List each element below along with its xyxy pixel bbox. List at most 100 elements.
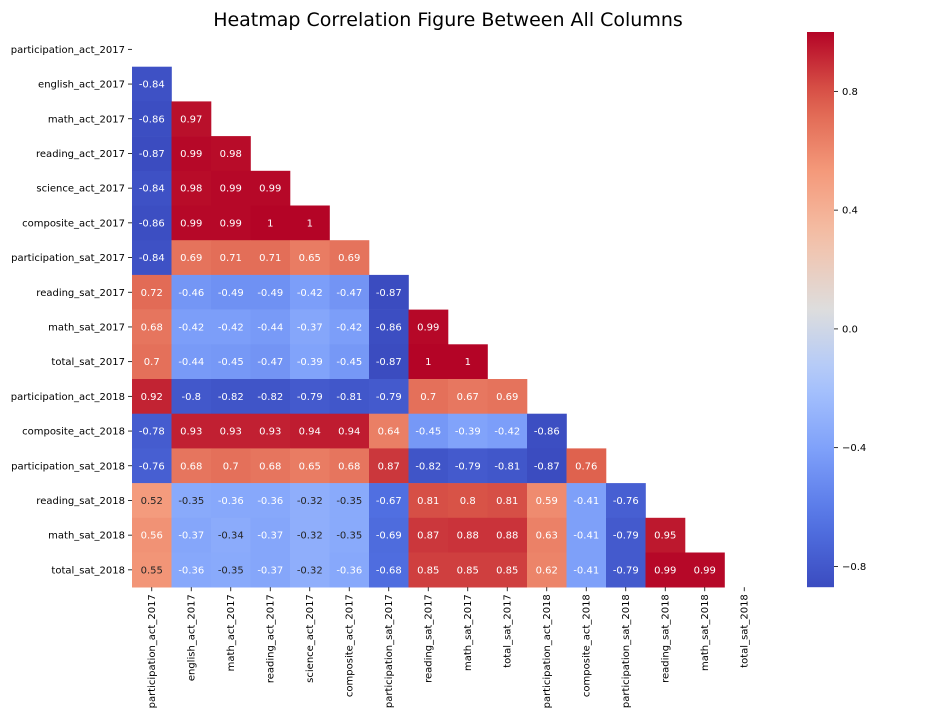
- heatmap-cell: [290, 448, 330, 484]
- heatmap-cell: [369, 552, 409, 588]
- cell-value-label: -0.36: [336, 565, 362, 576]
- cell-value-label: 0.76: [575, 461, 597, 472]
- heatmap-cell: [369, 448, 409, 484]
- heatmap-cell: [211, 448, 251, 484]
- heatmap-cell: [290, 552, 330, 588]
- cell-value-label: -0.84: [139, 184, 165, 195]
- cell-value-label: 0.92: [141, 392, 163, 403]
- heatmap-cell: [171, 136, 212, 172]
- cell-value-label: -0.35: [218, 565, 244, 576]
- y-tick-label: math_act_2017: [48, 114, 125, 125]
- cell-value-label: 0.81: [417, 496, 439, 507]
- heatmap-cell: [408, 552, 449, 588]
- heatmap-cell: [408, 413, 449, 449]
- cell-value-label: 0.65: [299, 253, 321, 264]
- heatmap-cell: [408, 483, 449, 519]
- cell-value-label: 0.99: [180, 149, 202, 160]
- cell-value-label: -0.45: [415, 427, 441, 438]
- cell-value-label: -0.36: [257, 496, 283, 507]
- x-tick-label: participation_act_2017: [147, 594, 158, 708]
- heatmap-cell: [132, 309, 172, 345]
- y-tick-label: participation_act_2018: [11, 392, 125, 403]
- heatmap-cell: [645, 517, 686, 553]
- cell-value-label: 0.98: [220, 149, 242, 160]
- heatmap-cell: [171, 240, 212, 276]
- cell-value-label: 0.99: [180, 218, 202, 229]
- cell-value-label: -0.79: [613, 531, 639, 542]
- y-tick-label: reading_sat_2017: [36, 288, 125, 299]
- heatmap-cell: [408, 448, 449, 484]
- heatmap-cell: [448, 413, 488, 449]
- heatmap-cell: [487, 448, 528, 484]
- cell-value-label: -0.37: [297, 322, 323, 333]
- heatmap-cell: [132, 170, 172, 206]
- heatmap-cell: [132, 66, 172, 102]
- cell-value-label: -0.41: [573, 531, 599, 542]
- heatmap-cell: [566, 448, 607, 484]
- heatmap-cell: [369, 344, 409, 380]
- heatmap-cells: -0.84 -0.86 0.97 -0.87 0.99 0.98 -0.84 0.98 0.99…: [132, 66, 725, 588]
- cell-value-label: 0.67: [457, 392, 479, 403]
- heatmap-cell: [369, 413, 409, 449]
- cell-value-label: 0.59: [536, 496, 558, 507]
- heatmap-cell: [448, 483, 488, 519]
- cell-value-label: -0.79: [297, 392, 323, 403]
- cell-value-label: 0.68: [180, 461, 202, 472]
- heatmap-cell: [132, 483, 172, 519]
- cell-value-label: 0.63: [536, 531, 558, 542]
- heatmap-cell: [408, 344, 449, 380]
- heatmap-cell: [290, 344, 330, 380]
- cell-value-label: 0.7: [420, 392, 436, 403]
- heatmap-cell: [329, 344, 370, 380]
- cell-value-label: 0.69: [338, 253, 360, 264]
- cell-value-label: -0.35: [178, 496, 204, 507]
- x-tick-label: reading_act_2017: [266, 594, 277, 683]
- heatmap-cell: [329, 379, 370, 414]
- cell-value-label: -0.41: [573, 565, 599, 576]
- y-tick-label: science_act_2017: [36, 184, 125, 195]
- x-tick-label: total_sat_2017: [503, 594, 514, 668]
- cell-value-label: 0.8: [460, 496, 476, 507]
- y-tick-label: composite_act_2017: [22, 218, 125, 229]
- cell-value-label: 0.71: [220, 253, 242, 264]
- heatmap-cell: [250, 379, 291, 414]
- cell-value-label: -0.41: [573, 496, 599, 507]
- cell-value-label: -0.86: [534, 427, 560, 438]
- heatmap-cell: [448, 344, 488, 380]
- x-tick-label: reading_sat_2017: [424, 594, 435, 683]
- heatmap-cell: [527, 448, 567, 484]
- heatmap-cell: [250, 517, 291, 553]
- cell-value-label: -0.68: [376, 565, 402, 576]
- heatmap-cell: [448, 448, 488, 484]
- heatmap-cell: [211, 379, 251, 414]
- cell-value-label: 0.98: [180, 184, 202, 195]
- heatmap-cell: [645, 552, 686, 588]
- heatmap-cell: [566, 517, 607, 553]
- cell-value-label: 0.99: [220, 218, 242, 229]
- heatmap-cell: [171, 517, 212, 553]
- y-axis-tick-labels: participation_act_2017 english_act_2017ma…: [11, 45, 132, 576]
- colorbar-tick-label: 0.0: [842, 324, 858, 335]
- x-tick-label: math_sat_2018: [700, 594, 711, 671]
- heatmap-cell: [211, 274, 251, 310]
- heatmap-cell: [171, 309, 212, 345]
- cell-value-label: 0.87: [378, 461, 400, 472]
- cell-value-label: 0.95: [654, 531, 676, 542]
- x-tick-label: english_act_2017: [187, 594, 198, 681]
- cell-value-label: -0.42: [178, 322, 204, 333]
- heatmap-cell: [329, 309, 370, 345]
- cell-value-label: -0.82: [415, 461, 441, 472]
- cell-value-label: -0.47: [336, 288, 362, 299]
- cell-value-label: -0.32: [297, 496, 323, 507]
- cell-value-label: -0.79: [613, 565, 639, 576]
- cell-value-label: -0.44: [257, 322, 283, 333]
- heatmap-cell: [171, 448, 212, 484]
- cell-value-label: 1: [307, 218, 313, 229]
- cell-value-label: 0.68: [259, 461, 281, 472]
- cell-value-label: -0.46: [178, 288, 204, 299]
- x-tick-label: composite_act_2017: [345, 594, 356, 697]
- heatmap-cell: [329, 552, 370, 588]
- heatmap-cell: [171, 483, 212, 519]
- heatmap-cell: [369, 517, 409, 553]
- cell-value-label: 1: [425, 357, 431, 368]
